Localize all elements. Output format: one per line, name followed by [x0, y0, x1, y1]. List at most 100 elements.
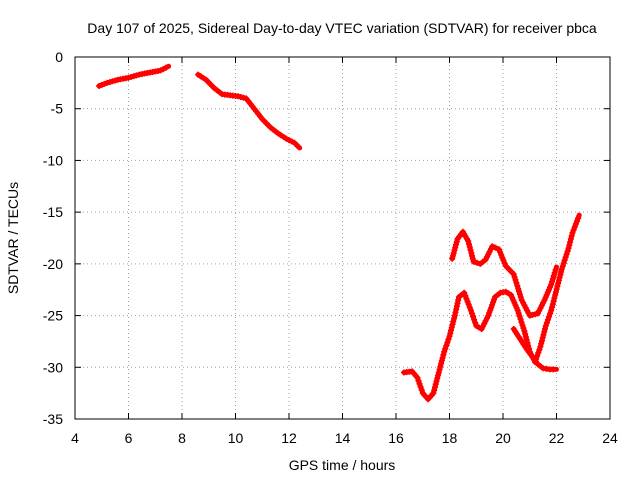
data-point — [435, 369, 442, 376]
data-point — [562, 254, 569, 261]
y-tick-label: -25 — [43, 308, 63, 324]
data-point — [464, 298, 471, 305]
data-point — [574, 218, 580, 225]
series-layer — [96, 63, 582, 403]
data-point — [555, 280, 562, 287]
data-point — [568, 232, 575, 239]
x-axis-label: GPS time / hours — [289, 457, 396, 473]
data-point — [512, 276, 519, 283]
data-point — [435, 372, 441, 379]
data-point — [522, 334, 529, 340]
data-point — [450, 250, 457, 257]
data-point — [536, 346, 543, 353]
data-point — [448, 327, 454, 334]
data-point — [510, 271, 517, 278]
data-point — [489, 243, 496, 250]
data-point — [560, 260, 567, 267]
data-point — [443, 342, 450, 349]
tick-layer: 4 6 8 10 12 14 16 18 20 22 24 0 -5 -10 -15 -20 -25 -30 -35 — [43, 49, 618, 446]
data-point — [521, 328, 528, 335]
data-point — [462, 292, 469, 299]
x-tick-label: 24 — [602, 430, 618, 446]
x-tick-label: 4 — [71, 430, 79, 446]
data-point — [544, 316, 551, 323]
data-point — [567, 239, 574, 246]
data-point — [466, 241, 472, 248]
data-point — [444, 339, 451, 346]
data-point — [446, 333, 453, 340]
data-point — [516, 288, 522, 295]
data-point — [294, 142, 300, 149]
data-point — [448, 324, 455, 331]
data-point — [575, 215, 582, 222]
data-point — [163, 64, 169, 71]
data-point — [465, 301, 472, 308]
data-point — [549, 275, 556, 282]
y-tick-label: 0 — [55, 49, 63, 65]
x-tick-label: 18 — [442, 430, 458, 446]
x-tick-label: 8 — [178, 430, 186, 446]
data-point — [441, 348, 448, 355]
data-point — [571, 224, 578, 230]
data-point — [511, 274, 518, 281]
y-tick-label: -35 — [43, 411, 63, 427]
data-point — [537, 343, 544, 350]
data-point — [535, 349, 542, 356]
data-point — [543, 319, 550, 326]
data-point — [470, 258, 477, 265]
data-point — [450, 318, 457, 325]
y-axis-label: SDTVAR / TECUs — [5, 182, 21, 294]
data-point — [452, 244, 459, 251]
series-segment-1 — [96, 63, 172, 89]
data-point — [518, 319, 525, 326]
data-point — [538, 340, 545, 347]
y-tick-label: -5 — [51, 101, 64, 117]
data-point — [415, 377, 422, 384]
data-point — [514, 282, 521, 289]
data-point — [553, 286, 560, 293]
data-point — [469, 252, 475, 259]
data-point — [497, 249, 504, 256]
data-point — [467, 247, 474, 253]
data-point — [515, 310, 522, 317]
data-point — [500, 257, 507, 264]
data-point — [550, 366, 557, 373]
data-point — [439, 354, 446, 361]
data-point — [469, 255, 476, 262]
x-tick-label: 10 — [228, 430, 244, 446]
data-point — [469, 310, 475, 317]
data-point — [534, 352, 541, 359]
data-point — [551, 295, 558, 301]
data-point — [463, 295, 470, 302]
x-tick-label: 16 — [388, 430, 404, 446]
y-tick-label: -20 — [43, 256, 63, 272]
data-point — [548, 307, 555, 314]
data-point — [540, 331, 547, 338]
data-point — [440, 351, 447, 358]
data-point — [570, 226, 577, 233]
data-point — [466, 304, 473, 311]
data-point — [547, 310, 554, 317]
data-point — [445, 336, 452, 343]
data-point — [550, 298, 557, 305]
data-point — [558, 266, 565, 272]
series-segment-3 — [401, 212, 582, 403]
data-point — [437, 363, 444, 370]
data-point — [433, 378, 440, 385]
data-point — [416, 380, 423, 387]
data-point — [563, 251, 570, 258]
data-point — [546, 313, 552, 320]
data-point — [542, 322, 549, 329]
data-point — [514, 307, 521, 314]
data-point — [516, 291, 523, 298]
data-point — [473, 259, 480, 266]
data-point — [471, 316, 478, 323]
y-tick-label: -15 — [43, 204, 63, 220]
data-point — [515, 285, 522, 292]
y-tick-label: -10 — [43, 152, 63, 168]
data-point — [516, 313, 523, 320]
data-point — [572, 221, 579, 227]
